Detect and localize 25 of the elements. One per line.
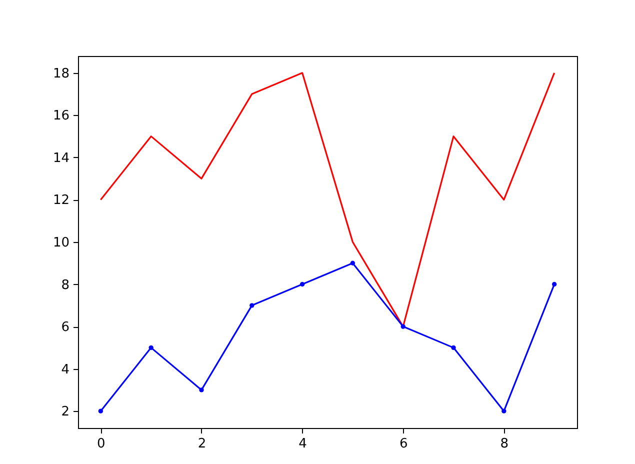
point [300, 282, 305, 287]
y-tick-label: 4 [61, 362, 70, 378]
point [350, 260, 356, 266]
x-tick-label: 8 [500, 436, 509, 452]
point [199, 388, 204, 392]
y-tick-label: 2 [61, 404, 70, 420]
point [148, 345, 154, 350]
x-tick-label: 6 [399, 436, 408, 452]
y-tick-label: 18 [52, 66, 70, 82]
point [502, 408, 506, 414]
point [552, 282, 557, 287]
y-tick-label: 10 [52, 236, 70, 250]
y-tick-label: 16 [52, 108, 70, 124]
y-tick-label: 8 [61, 278, 70, 293]
point [451, 345, 456, 350]
line-series [100, 72, 556, 328]
point [98, 408, 104, 414]
point [250, 303, 254, 308]
x-tick-label: 4 [298, 436, 307, 452]
x-tick-label: 2 [198, 436, 206, 452]
y-tick-label: 12 [52, 193, 70, 208]
y-tick-label: 6 [61, 320, 70, 336]
point [400, 324, 406, 329]
y-tick-label: 14 [52, 150, 70, 166]
x-tick-label: 0 [97, 436, 106, 452]
